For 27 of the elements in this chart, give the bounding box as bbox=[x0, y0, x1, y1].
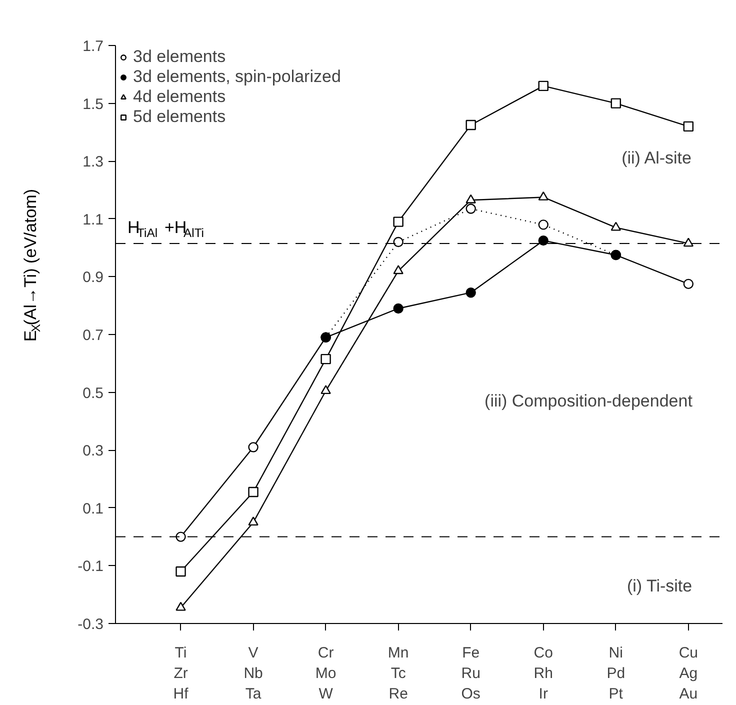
y-tick-label: 1.1 bbox=[82, 211, 104, 228]
legend-label: 3d elements, spin-polarized bbox=[133, 67, 341, 87]
x-tick-label: Ni Pd Pt bbox=[606, 644, 626, 702]
y-tick-label: 0.7 bbox=[82, 327, 104, 344]
y-tick-label: 0.5 bbox=[82, 384, 104, 402]
y-tick-label: 1.5 bbox=[82, 96, 104, 113]
y-tick-label: 1.3 bbox=[82, 154, 104, 171]
legend-label: 4d elements bbox=[133, 87, 226, 107]
y-axis-title: EX(Al→Ti) (eV/atom) bbox=[21, 188, 43, 342]
y-tick-label: -0.3 bbox=[78, 616, 104, 633]
annotation: (i) Ti-site bbox=[626, 576, 692, 596]
legend-label: 5d elements bbox=[133, 107, 226, 127]
annotation: (iii) Composition-dependent bbox=[484, 391, 693, 410]
y-tick-label: 0.3 bbox=[82, 442, 104, 460]
y-tick-label: 0.1 bbox=[82, 500, 104, 518]
annotation: (ii) Al-site bbox=[622, 148, 692, 168]
x-tick-label: Mn Tc Re bbox=[388, 644, 409, 702]
x-tick-label: V Nb Ta bbox=[244, 644, 263, 702]
legend-label: 3d elements bbox=[133, 47, 226, 67]
y-tick-label: 0.9 bbox=[82, 269, 104, 286]
y-tick-label: -0.1 bbox=[78, 558, 104, 576]
x-tick-label: Ti Zr Hf bbox=[173, 644, 190, 702]
x-tick-label: Co Rh Ir bbox=[534, 644, 553, 702]
x-tick-label: Cr Mo W bbox=[315, 644, 336, 702]
x-tick-label: Cu Ag Au bbox=[678, 644, 698, 702]
y-tick-label: 1.7 bbox=[82, 38, 104, 55]
x-tick-label: Fe Ru Os bbox=[461, 644, 480, 702]
